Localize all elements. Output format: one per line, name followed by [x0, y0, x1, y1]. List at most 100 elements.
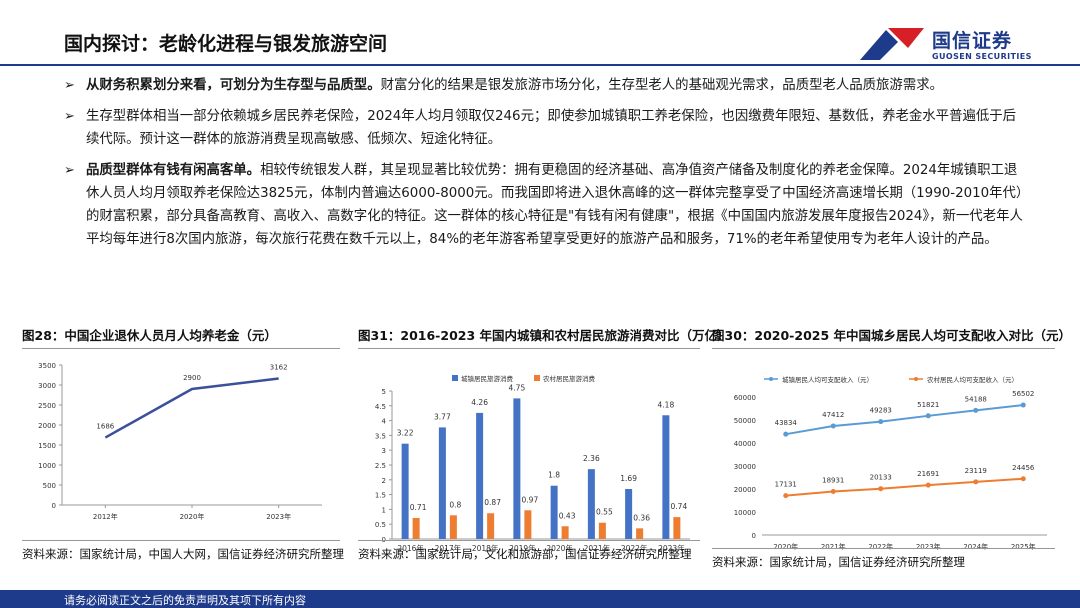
data-label: 0.97: [522, 495, 539, 504]
x-tick-label: 2017年: [435, 543, 462, 551]
bar: [438, 427, 446, 539]
bullet-item: ➢ 生存型群体相当一部分依赖城乡居民养老保险，2024年人均月领取仅246元；即…: [62, 105, 1027, 151]
bar: [513, 398, 521, 539]
data-point: [830, 488, 836, 494]
y-tick-label: 2000: [38, 422, 56, 430]
x-tick-label: 2023年: [266, 512, 291, 521]
y-tick-label: 50000: [734, 417, 756, 425]
data-label: 3.77: [434, 412, 451, 421]
bullet-bold: 品质型群体有钱有闲高客单。: [86, 163, 261, 178]
y-tick-label: 1500: [38, 442, 56, 450]
data-label: 0.55: [596, 508, 613, 517]
y-tick-label: 1.5: [375, 492, 386, 500]
y-tick-label: 3.5: [375, 432, 386, 440]
y-tick-label: 60000: [734, 394, 756, 402]
chart-title-rule: [712, 348, 1055, 349]
y-tick-label: 2.5: [375, 462, 386, 470]
bar: [636, 528, 644, 539]
bar: [625, 488, 633, 539]
x-tick-label: 2019年: [509, 543, 536, 551]
x-tick-label: 2021年: [584, 543, 611, 551]
x-tick-label: 2022年: [621, 543, 648, 551]
legend-swatch: [452, 375, 458, 381]
chart-title: 图28：中国企业退休人员月人均养老金（元）: [22, 328, 277, 343]
data-label: 51821: [917, 401, 939, 409]
bar: [673, 517, 681, 539]
pension-line-chart: 0 500 1000 1500 2000 2500 3000 3500 2012年 2020年 20…: [38, 362, 322, 521]
data-label: 56502: [1012, 390, 1034, 398]
x-tick-label: 2023年: [658, 543, 685, 551]
bar: [449, 515, 457, 539]
bar: [561, 526, 569, 539]
x-tick-label: 2021年: [821, 542, 846, 551]
footer-bar: 请务必阅读正文之后的免责声明及其项下所有内容: [0, 590, 1080, 608]
data-label: 2900: [183, 374, 201, 382]
y-tick-label: 3500: [38, 362, 56, 370]
y-tick-label: 4.5: [375, 403, 386, 411]
data-point: [925, 482, 931, 488]
data-point: [925, 413, 931, 419]
y-tick-label: 0.5: [375, 521, 386, 529]
arrow-icon: ➢: [64, 109, 75, 124]
data-label: 1686: [96, 423, 114, 431]
footer-disclaimer: 请务必阅读正文之后的免责声明及其项下所有内容: [64, 594, 306, 607]
data-label: 3162: [270, 364, 288, 372]
series-line: [785, 404, 1024, 436]
data-label: 0.43: [559, 511, 576, 520]
bullet-text: 财富分化的结果是银发旅游市场分化，生存型老人的基础观光需求，品质型老人品质旅游需…: [380, 78, 943, 93]
data-label: 49283: [870, 407, 892, 415]
x-tick-label: 2020年: [546, 543, 573, 551]
x-tick-label: 2025年: [1011, 542, 1036, 551]
income-line-chart: 城镇居民人均可支配收入（元） 农村居民人均可支配收入（元） 0 10000 20000 3…: [734, 375, 1047, 551]
data-label: 20133: [870, 474, 892, 482]
data-point: [1020, 402, 1026, 408]
arrow-icon: ➢: [64, 163, 75, 178]
bar: [487, 513, 495, 539]
title-divider: [0, 64, 1080, 66]
legend-marker: [914, 377, 918, 381]
bullet-list: ➢ 从财务积累划分来看，可划分为生存型与品质型。财富分化的结果是银发旅游市场分化…: [62, 74, 1027, 259]
y-tick-label: 20000: [734, 486, 756, 494]
y-tick-label: 40000: [734, 440, 756, 448]
data-label: 47412: [822, 411, 844, 419]
bar: [550, 485, 558, 539]
y-tick-label: 0: [52, 502, 56, 510]
data-label: 0.71: [410, 503, 427, 512]
chart-source: 资料来源：国家统计局，中国人大网，国信证券经济研究所整理: [22, 547, 344, 561]
y-tick-label: 1000: [38, 462, 56, 470]
data-point: [783, 493, 789, 499]
page-title: 国内探讨：老龄化进程与银发旅游空间: [64, 33, 388, 55]
data-label: 18931: [822, 476, 844, 484]
chart-bottom-rule: [22, 540, 340, 541]
data-label: 43834: [775, 419, 798, 427]
data-point: [973, 479, 979, 485]
y-tick-label: 2500: [38, 402, 56, 410]
legend-label: 农村居民旅游消费: [543, 374, 596, 383]
y-tick-label: 30000: [734, 463, 756, 471]
data-label: 0.36: [633, 513, 650, 522]
legend-label: 城镇居民旅游消费: [461, 374, 514, 383]
logo-mark-icon: [860, 28, 924, 60]
x-tick-label: 2020年: [180, 512, 205, 521]
chart-source: 资料来源：国家统计局，国信证券经济研究所整理: [712, 555, 965, 569]
arrow-icon: ➢: [64, 78, 75, 93]
x-tick-label: 2024年: [963, 542, 988, 551]
x-tick-label: 2018年: [472, 543, 499, 551]
data-point: [830, 423, 836, 429]
logo-cn-text: 国信证券: [932, 30, 1013, 52]
data-point: [783, 431, 789, 437]
chart-source: 资料来源：国家统计局，文化和旅游部，国信证券经济研究所整理: [358, 547, 692, 561]
logo-en-text: GUOSEN SECURITIES: [932, 52, 1032, 61]
x-tick-label: 2020年: [773, 542, 798, 551]
series-line: [785, 477, 1024, 497]
y-tick-label: 1: [382, 506, 386, 514]
data-label: 0.8: [449, 500, 461, 509]
y-tick-label: 4: [382, 418, 387, 426]
data-label: 24456: [1012, 464, 1035, 472]
data-label: 54188: [965, 395, 987, 403]
data-point: [878, 419, 884, 425]
y-tick-label: 0: [752, 532, 756, 540]
chart-title: 图30：2020-2025 年中国城乡居民人均可支配收入对比（元）: [712, 328, 1072, 343]
data-label: 23119: [965, 467, 987, 475]
chart-title: 图31：2016-2023 年国内城镇和农村居民旅游消费对比（万亿）: [358, 328, 730, 343]
